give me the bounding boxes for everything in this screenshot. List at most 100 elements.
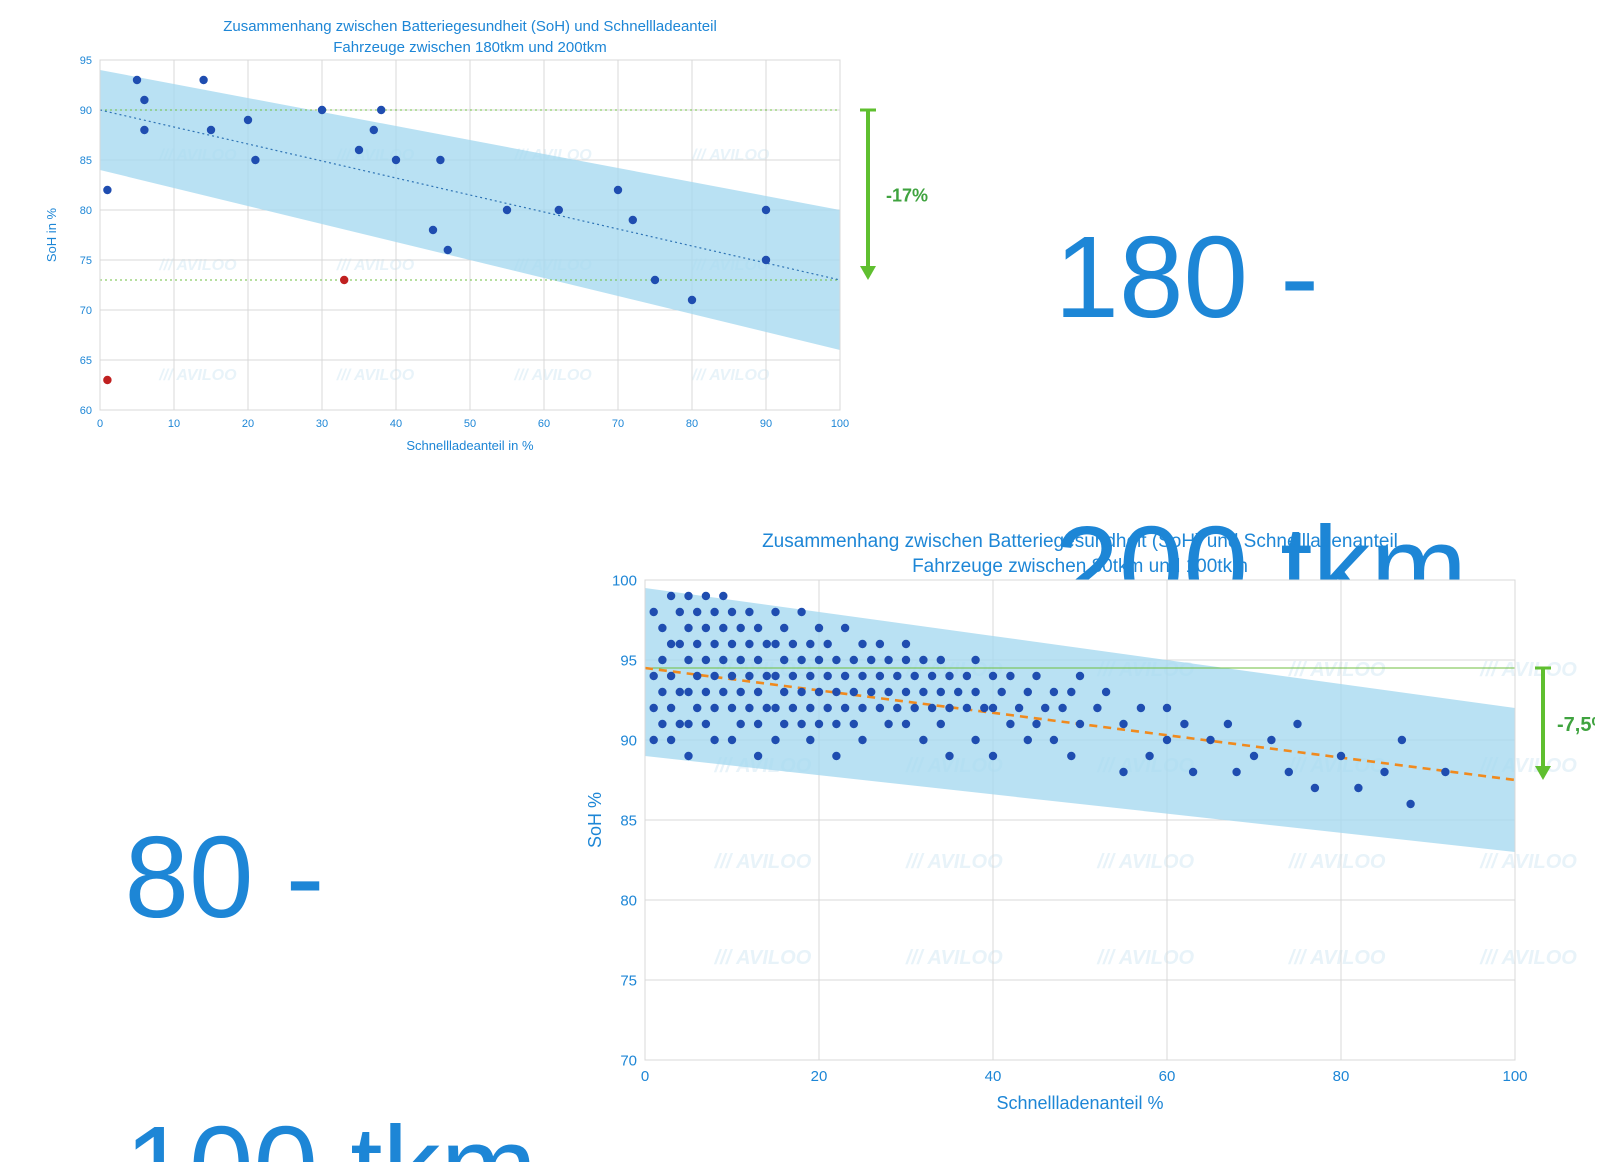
chart2-point <box>702 656 710 664</box>
chart2-point <box>667 592 675 600</box>
chart2-point <box>1285 768 1293 776</box>
chart2-point <box>858 640 866 648</box>
chart2-point <box>1067 752 1075 760</box>
chart2-point <box>684 624 692 632</box>
chart2-xtick: 0 <box>641 1068 649 1085</box>
chart2-point <box>658 688 666 696</box>
chart2-point <box>719 592 727 600</box>
chart2-point <box>902 720 910 728</box>
chart1-title2: Fahrzeuge zwischen 180tkm und 200tkm <box>333 39 606 56</box>
chart2-point <box>719 656 727 664</box>
chart1-ytick: 85 <box>80 155 92 167</box>
chart1-xtick: 0 <box>97 418 103 430</box>
chart2-title2: Fahrzeuge zwischen 80tkm und 100tkm <box>912 556 1248 577</box>
chart1-point <box>436 156 444 164</box>
chart2-point <box>728 736 736 744</box>
chart2-point <box>710 736 718 744</box>
chart2-point <box>815 688 823 696</box>
chart2-point <box>771 640 779 648</box>
chart2-point <box>1267 736 1275 744</box>
chart2-point <box>815 656 823 664</box>
chart2-point <box>763 672 771 680</box>
chart1-point <box>244 116 252 124</box>
chart2-point <box>737 624 745 632</box>
chart2-point <box>867 656 875 664</box>
chart2-point <box>919 656 927 664</box>
chart2-point <box>1006 672 1014 680</box>
chart2-point <box>824 672 832 680</box>
chart2-point <box>876 704 884 712</box>
chart2-point <box>989 704 997 712</box>
chart1-xtick: 90 <box>760 418 772 430</box>
label2-line1: 80 - <box>124 812 324 942</box>
chart2-point <box>1032 720 1040 728</box>
chart1-point <box>444 246 452 254</box>
chart2-point <box>797 720 805 728</box>
chart2-point <box>780 688 788 696</box>
chart2-point <box>911 704 919 712</box>
watermark: /// AVILOO <box>714 947 812 969</box>
chart2-point <box>754 720 762 728</box>
chart2-point <box>1337 752 1345 760</box>
chart2-point <box>702 624 710 632</box>
chart2-xtick: 60 <box>1159 1068 1176 1085</box>
chart2-title1: Zusammenhang zwischen Batteriegesundheit… <box>762 531 1398 552</box>
chart2-point <box>824 640 832 648</box>
chart2-ytick: 70 <box>620 1052 637 1069</box>
watermark: /// AVILOO <box>691 147 770 164</box>
chart2-point <box>832 752 840 760</box>
chart2-point <box>1145 752 1153 760</box>
chart2-point <box>1032 672 1040 680</box>
chart2-point <box>963 672 971 680</box>
chart2-point <box>684 688 692 696</box>
chart2-point <box>1102 688 1110 696</box>
chart1-point <box>251 156 259 164</box>
chart2-point <box>1119 768 1127 776</box>
chart2-point <box>667 640 675 648</box>
chart2-point <box>658 656 666 664</box>
chart2-point <box>1293 720 1301 728</box>
chart2-point <box>893 704 901 712</box>
chart2-point <box>650 608 658 616</box>
chart2-point <box>737 720 745 728</box>
chart2-point <box>719 624 727 632</box>
chart2-point <box>902 688 910 696</box>
chart2-point <box>797 656 805 664</box>
chart2-point <box>728 640 736 648</box>
watermark: /// AVILOO <box>1479 659 1577 681</box>
watermark: /// AVILOO <box>1096 947 1194 969</box>
chart2-point <box>650 736 658 744</box>
watermark: /// AVILOO <box>336 367 415 384</box>
chart1-point <box>355 146 363 154</box>
chart2-point <box>1163 704 1171 712</box>
chart2-point <box>937 688 945 696</box>
chart2-point <box>745 640 753 648</box>
chart2-point <box>824 704 832 712</box>
chart2-point <box>884 656 892 664</box>
chart2-point <box>693 608 701 616</box>
chart2-point <box>745 672 753 680</box>
chart2-ytick: 95 <box>620 652 637 669</box>
watermark: /// AVILOO <box>1288 659 1386 681</box>
chart2-ytick: 90 <box>620 732 637 749</box>
chart2-point <box>754 656 762 664</box>
chart2-ylabel: SoH % <box>585 792 605 848</box>
chart1-point <box>370 126 378 134</box>
chart2-point <box>728 672 736 680</box>
chart2-point <box>684 592 692 600</box>
chart2-point <box>928 672 936 680</box>
chart1-xtick: 30 <box>316 418 328 430</box>
chart1-point <box>503 206 511 214</box>
chart1-point <box>103 186 111 194</box>
watermark: /// AVILOO <box>905 947 1003 969</box>
chart1-point <box>762 206 770 214</box>
chart2-point <box>858 704 866 712</box>
chart2-point <box>945 672 953 680</box>
chart2-ytick: 85 <box>620 812 637 829</box>
chart2-point <box>650 704 658 712</box>
chart2-point <box>737 656 745 664</box>
chart2-point <box>937 656 945 664</box>
chart2-ytick: 80 <box>620 892 637 909</box>
chart2-point <box>754 752 762 760</box>
chart2-point <box>771 704 779 712</box>
